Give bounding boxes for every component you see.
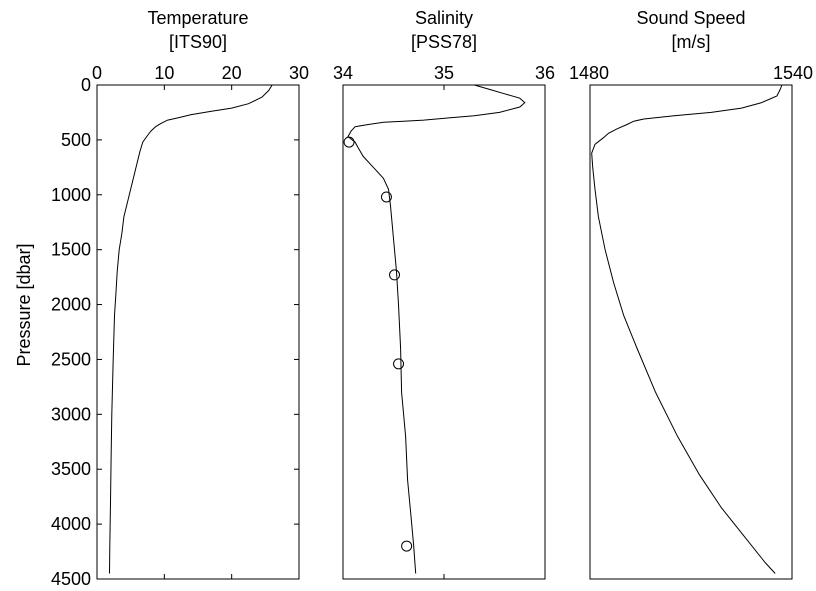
x-tick-label: 34 — [333, 63, 353, 83]
panel-title: Temperature — [147, 8, 248, 28]
y-tick-label: 4500 — [51, 569, 91, 589]
panel-subtitle: [m/s] — [672, 32, 711, 52]
y-tick-label: 0 — [81, 75, 91, 95]
y-tick-label: 3500 — [51, 459, 91, 479]
x-tick-label: 30 — [289, 63, 309, 83]
plot-frame — [96, 84, 300, 580]
x-tick-label: 1480 — [569, 63, 609, 83]
bottle-sample-marker — [389, 269, 401, 281]
profile-line — [347, 84, 526, 574]
profile-line — [109, 84, 273, 574]
panel-title: Salinity — [415, 8, 473, 28]
y-tick-label: 2500 — [51, 349, 91, 369]
x-tick-label: 20 — [222, 63, 242, 83]
x-tick-label: 1540 — [773, 63, 813, 83]
y-tick-label: 4000 — [51, 514, 91, 534]
bottle-sample-marker — [393, 358, 405, 370]
bottle-sample-marker — [380, 191, 392, 203]
panel-subtitle: [ITS90] — [169, 32, 227, 52]
bottle-sample-marker — [343, 136, 355, 148]
y-tick-label: 1000 — [51, 185, 91, 205]
y-tick-label: 2000 — [51, 295, 91, 315]
panel-2: Salinity [PSS78] 34 35 36 — [333, 8, 555, 580]
plot-frame — [342, 84, 546, 580]
panel-1: Temperature [ITS90] 0 10 20 30 0 500 1000 1500 200… — [51, 8, 309, 589]
panel-title: Sound Speed — [636, 8, 745, 28]
x-tick-label: 0 — [92, 63, 102, 83]
pressure-axis-label: Pressure [dbar] — [14, 243, 34, 366]
panel-3: Sound Speed [m/s] 1480 1540 — [569, 8, 813, 580]
y-tick-label: 500 — [61, 130, 91, 150]
plot-frame — [589, 84, 793, 580]
x-tick-label: 36 — [535, 63, 555, 83]
x-tick-label: 35 — [434, 63, 454, 83]
y-tick-label: 3000 — [51, 404, 91, 424]
x-tick-label: 10 — [154, 63, 174, 83]
profile-line — [591, 84, 783, 574]
bottle-sample-marker — [401, 540, 413, 552]
y-tick-label: 1500 — [51, 240, 91, 260]
panel-subtitle: [PSS78] — [411, 32, 477, 52]
panels-layer: Temperature [ITS90] 0 10 20 30 0 500 1000 1500 200… — [51, 8, 813, 589]
